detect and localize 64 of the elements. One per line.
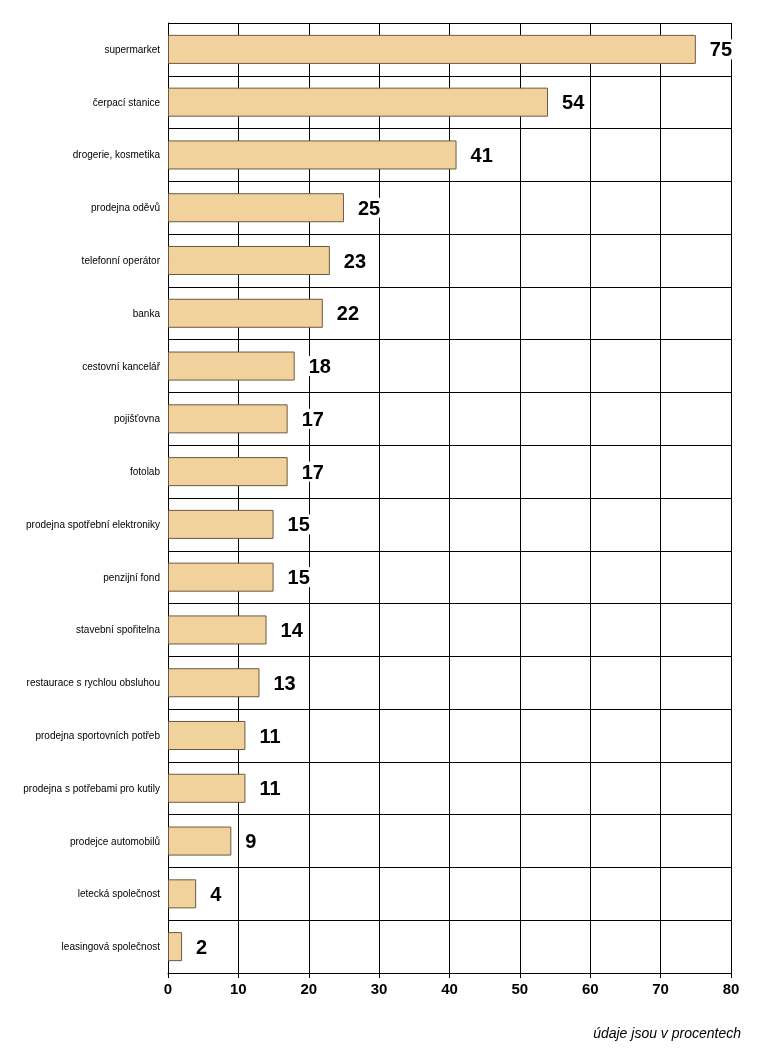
data-label: 14 [280,618,304,641]
data-label: 11 [259,724,281,747]
data-label: 22 [336,302,360,325]
bar [168,562,274,592]
data-label: 13 [273,671,296,694]
bar [168,773,246,803]
data-label: 23 [343,249,367,272]
y-tick-label: prodejna s potřebami pro kutily [23,782,160,794]
y-tick-label: prodejna spotřební elektroniky [26,518,160,530]
x-tick-label: 40 [441,980,458,997]
y-tick-label: cestovní kancelář [82,360,161,372]
y-tick-label: banka [132,307,161,319]
data-label: 17 [301,407,324,430]
y-tick-label: leasingová společnost [61,941,161,953]
data-label: 11 [259,777,281,800]
y-tick-label: pojišťovna [113,413,161,425]
data-label: 75 [709,38,733,61]
data-label: 17 [301,460,324,483]
bar [168,457,288,487]
x-tick-label: 80 [722,980,740,997]
bar [168,298,323,328]
data-label: 18 [308,355,331,378]
y-tick-label: letecká společnost [77,888,161,900]
bar [168,34,696,64]
bar [168,615,267,645]
text: údaje jsou v procentech [593,1025,742,1041]
data-label: 54 [562,91,586,114]
x-tick-label: 60 [581,980,599,997]
bar [168,826,232,856]
bar [168,720,246,751]
bar [168,351,295,381]
x-tick-label: 20 [300,980,318,997]
x-tick-label: 50 [511,980,529,997]
y-tick-label: čerpací stanice [92,96,161,108]
x-tick-label: 0 [163,980,173,997]
bar [168,932,183,962]
y-tick-label: stavební spořitelna [76,624,161,636]
data-label: 25 [357,196,381,219]
bar [168,509,274,539]
y-tick-label: penzijní fond [103,571,160,583]
x-tick-label: 30 [370,980,388,997]
data-label: 4 [210,882,223,905]
bar [168,140,457,170]
bar [168,245,330,276]
bar [168,87,549,117]
bar [168,668,260,698]
y-tick-label: fotolab [129,466,161,478]
y-tick-label: supermarket [104,43,161,55]
y-tick-label: prodejna sportovních potřeb [35,730,161,741]
x-tick-label: 70 [652,980,669,997]
y-tick-label: restaurace s rychlou obsluhou [26,677,160,689]
bar [168,879,197,909]
bar [168,404,288,434]
y-tick-label: prodejna oděvů [91,202,160,214]
data-label: 41 [470,143,493,166]
y-tick-label: telefonní operátor [81,255,161,266]
data-label: 2 [196,935,208,958]
bar [168,193,344,223]
y-tick-label: prodejce automobilů [69,835,160,847]
data-label: 15 [287,513,310,536]
y-tick-label: drogerie, kosmetika [72,149,161,161]
data-label: 15 [287,566,310,589]
x-tick-label: 10 [230,980,247,997]
data-label: 9 [245,830,257,853]
